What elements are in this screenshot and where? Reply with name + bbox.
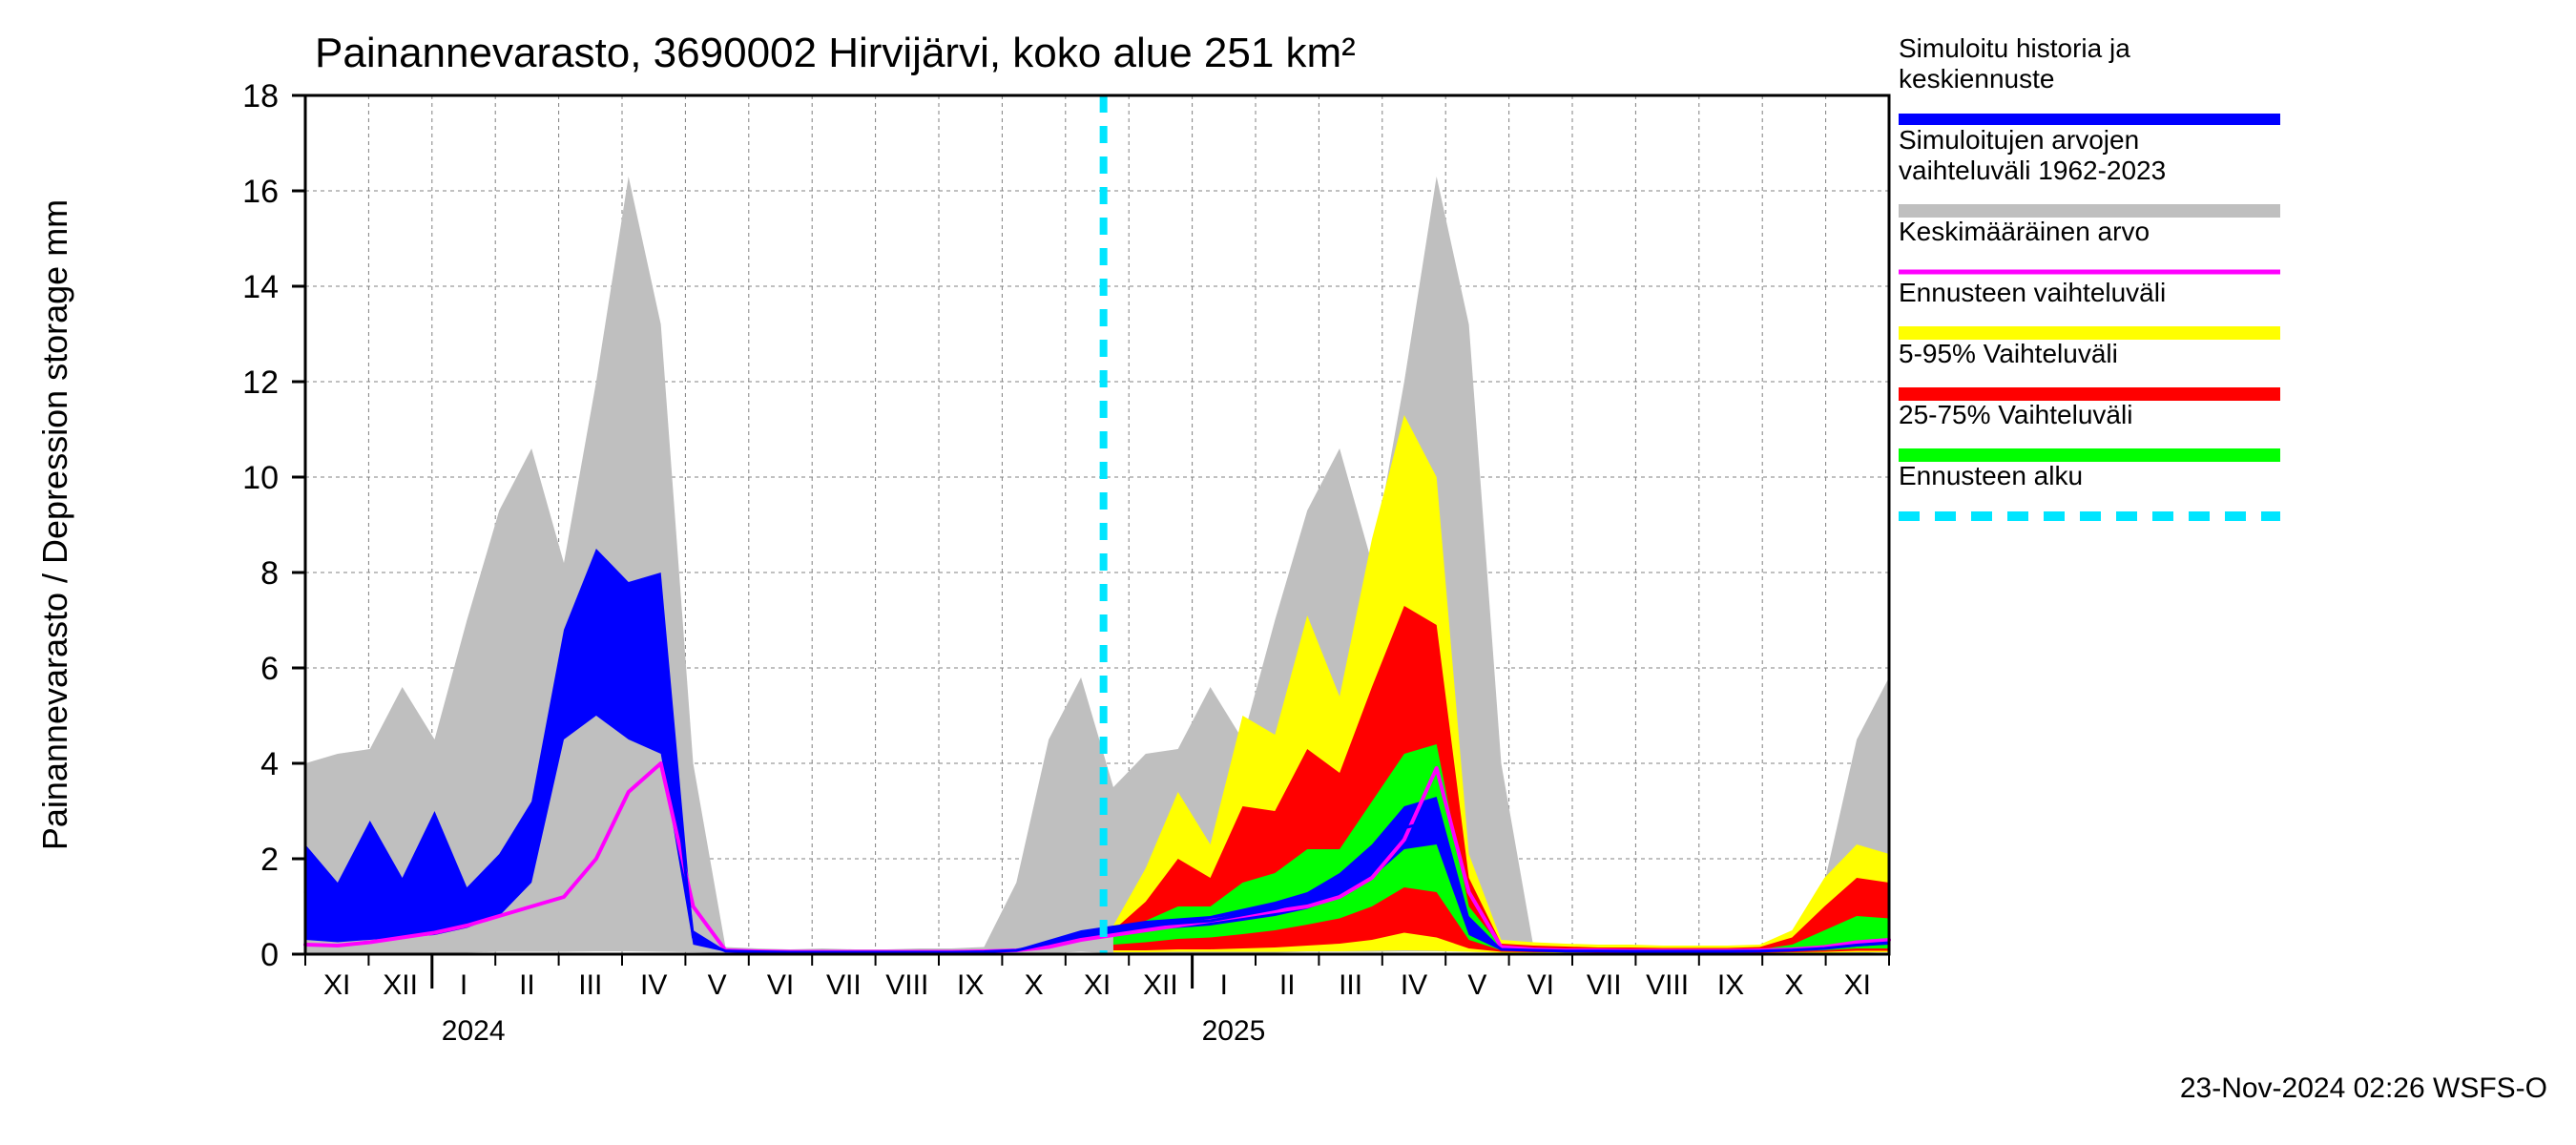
svg-text:25-75% Vaihteluväli: 25-75% Vaihteluväli (1899, 400, 2132, 429)
svg-text:2: 2 (260, 842, 279, 878)
svg-text:Painannevarasto / Depression s: Painannevarasto / Depression storage mm (35, 199, 74, 850)
svg-text:0: 0 (260, 937, 279, 973)
svg-text:X: X (1784, 969, 1803, 1001)
svg-text:XI: XI (1084, 969, 1111, 1001)
svg-text:V: V (1467, 969, 1486, 1001)
svg-text:III: III (1339, 969, 1362, 1001)
svg-text:Keskimääräinen arvo: Keskimääräinen arvo (1899, 217, 2150, 246)
svg-text:VII: VII (1587, 969, 1622, 1001)
svg-text:V: V (708, 969, 727, 1001)
svg-text:Simuloitu historia ja: Simuloitu historia ja (1899, 33, 2130, 63)
svg-text:2024: 2024 (442, 1015, 506, 1047)
svg-text:Simuloitujen arvojen: Simuloitujen arvojen (1899, 125, 2139, 155)
svg-text:12: 12 (242, 364, 279, 401)
svg-text:XII: XII (1143, 969, 1178, 1001)
svg-text:IV: IV (640, 969, 667, 1001)
svg-text:18: 18 (242, 78, 279, 114)
svg-text:4: 4 (260, 746, 279, 782)
svg-text:vaihteluväli 1962-2023: vaihteluväli 1962-2023 (1899, 156, 2166, 185)
svg-text:5-95% Vaihteluväli: 5-95% Vaihteluväli (1899, 339, 2118, 368)
chart-svg: 024681012141618XIXIIIIIIIIIVVVIVIIVIIIIX… (0, 0, 2576, 1145)
svg-text:IV: IV (1401, 969, 1427, 1001)
svg-text:XI: XI (323, 969, 350, 1001)
svg-text:6: 6 (260, 651, 279, 687)
svg-text:I: I (460, 969, 467, 1001)
svg-text:XI: XI (1844, 969, 1871, 1001)
svg-text:10: 10 (242, 460, 279, 496)
svg-text:IX: IX (1717, 969, 1744, 1001)
svg-text:16: 16 (242, 174, 279, 210)
svg-text:VIII: VIII (885, 969, 928, 1001)
svg-text:III: III (578, 969, 602, 1001)
chart-root: 024681012141618XIXIIIIIIIIIVVVIVIIVIIIIX… (0, 0, 2576, 1145)
svg-text:VI: VI (767, 969, 794, 1001)
svg-text:X: X (1025, 969, 1044, 1001)
svg-text:VII: VII (826, 969, 862, 1001)
svg-text:XII: XII (383, 969, 418, 1001)
svg-text:8: 8 (260, 555, 279, 592)
svg-text:23-Nov-2024 02:26 WSFS-O: 23-Nov-2024 02:26 WSFS-O (2180, 1072, 2547, 1104)
svg-text:2025: 2025 (1202, 1015, 1266, 1047)
svg-text:II: II (519, 969, 535, 1001)
svg-text:II: II (1279, 969, 1296, 1001)
svg-text:14: 14 (242, 269, 279, 305)
svg-text:IX: IX (957, 969, 984, 1001)
svg-text:VIII: VIII (1646, 969, 1689, 1001)
svg-text:keskiennuste: keskiennuste (1899, 64, 2054, 94)
svg-text:Ennusteen vaihteluväli: Ennusteen vaihteluväli (1899, 278, 2166, 307)
svg-text:Ennusteen alku: Ennusteen alku (1899, 461, 2083, 490)
svg-text:VI: VI (1527, 969, 1554, 1001)
svg-text:Painannevarasto, 3690002 Hirvi: Painannevarasto, 3690002 Hirvijärvi, kok… (315, 30, 1356, 76)
svg-text:I: I (1220, 969, 1228, 1001)
